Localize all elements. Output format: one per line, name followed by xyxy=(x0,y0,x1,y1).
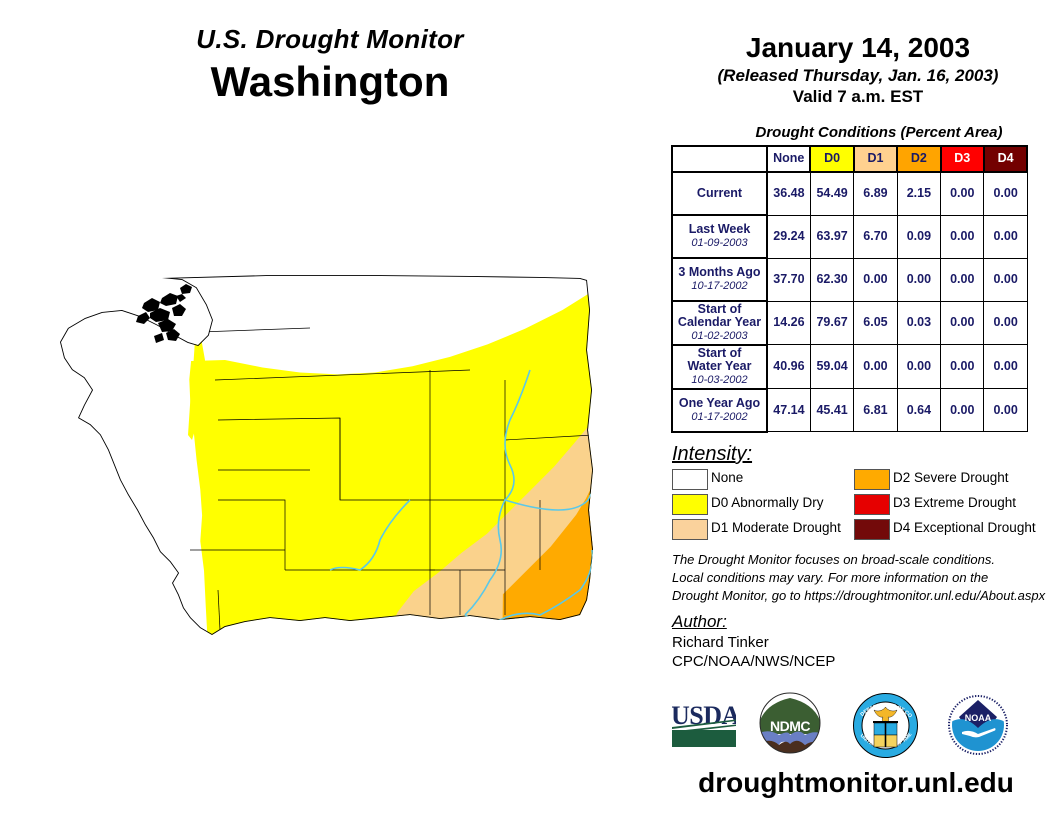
svg-text:NDMC: NDMC xyxy=(770,718,810,734)
svg-text:NOAA: NOAA xyxy=(965,713,992,723)
